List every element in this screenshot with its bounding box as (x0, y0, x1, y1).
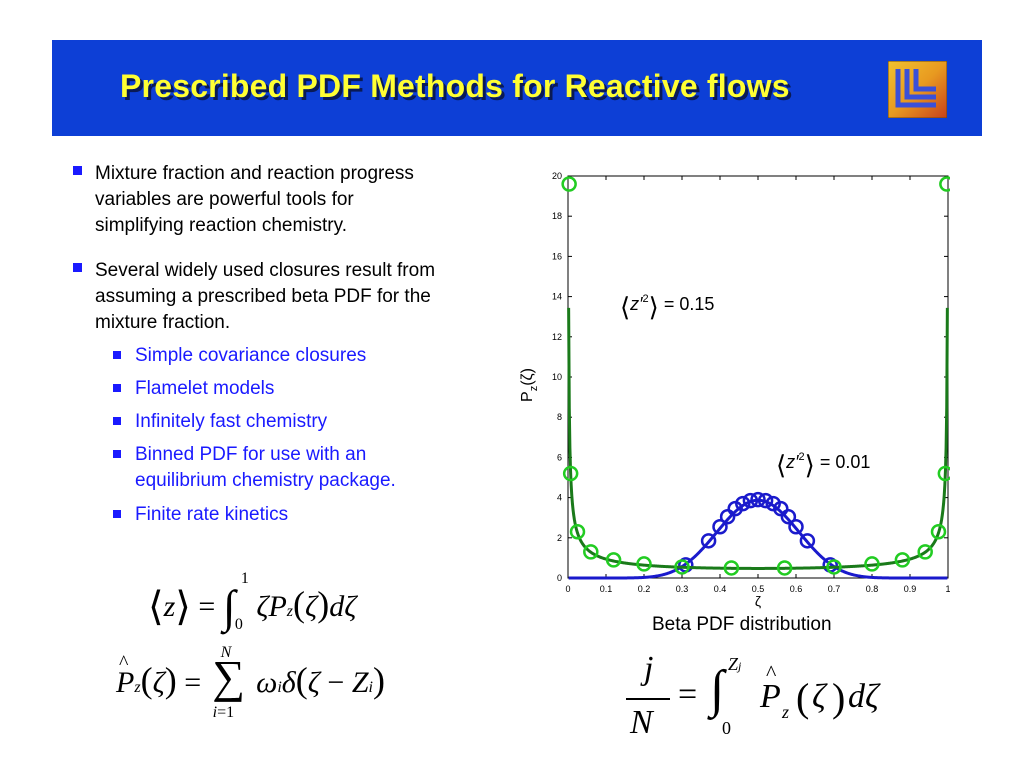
annotation-variance-001: ⟨z′2⟩ = 0.01 (776, 450, 870, 480)
y-tick-label: 6 (557, 452, 562, 462)
x-tick-label: 0.9 (904, 584, 917, 594)
data-point-variance-015 (636, 556, 652, 572)
data-point-variance-015 (562, 465, 579, 482)
data-point-variance-001 (750, 491, 766, 508)
y-tick-label: 0 (557, 573, 562, 583)
equation-mean-mixture-fraction: ⟨z⟩ = ∫ 1 0 ζPz(ζ)dζ (148, 570, 357, 633)
data-point-variance-015 (569, 524, 586, 540)
sub-bullet-flamelet: Flamelet models (113, 376, 274, 402)
bullet-mixture-fraction: Mixture fraction and reaction progress v… (73, 161, 414, 239)
sub-bullet-marker (113, 510, 121, 518)
x-tick-label: 0.7 (828, 584, 841, 594)
y-tick-label: 10 (552, 372, 562, 382)
data-point-variance-015 (561, 176, 577, 192)
series-line-variance-001 (568, 498, 948, 580)
data-point-variance-015 (776, 560, 793, 576)
y-tick-label: 8 (557, 412, 562, 422)
bullet-marker (73, 166, 82, 175)
data-point-variance-015 (723, 560, 740, 576)
data-point-variance-001 (735, 495, 751, 512)
data-point-variance-001 (742, 492, 759, 509)
bullet-beta-pdf-closures: Several widely used closures result from… (73, 258, 435, 336)
annotation-variance-015: ⟨z′2⟩ = 0.15 (620, 292, 714, 322)
data-point-variance-015 (674, 559, 690, 575)
sub-bullet-fast-chemistry: Infinitely fast chemistry (113, 409, 327, 435)
x-tick-label: 0.3 (676, 584, 689, 594)
y-tick-label: 2 (557, 533, 562, 543)
sub-bullet-marker (113, 351, 121, 359)
x-tick-label: 0.4 (714, 584, 727, 594)
sub-bullet-finite-rate: Finite rate kinetics (113, 502, 288, 528)
data-point-variance-015 (937, 465, 950, 482)
data-point-variance-001 (757, 492, 774, 509)
sub-bullet-marker (113, 450, 121, 458)
data-point-variance-001 (712, 518, 728, 535)
data-point-variance-001 (719, 508, 736, 525)
x-axis-label: ζ (755, 593, 761, 609)
chart-caption: Beta PDF distribution (652, 614, 832, 635)
data-point-variance-015 (826, 559, 842, 575)
data-point-variance-015 (864, 556, 880, 572)
data-point-variance-015 (939, 176, 950, 192)
title-banner (52, 40, 982, 136)
x-tick-label: 1 (945, 584, 950, 594)
data-point-variance-001 (788, 518, 804, 535)
x-tick-label: 0 (565, 584, 570, 594)
sub-bullet-covariance: Simple covariance closures (113, 343, 366, 369)
data-point-variance-015 (583, 544, 599, 560)
slide-title: Prescribed PDF Methods for Reactive flow… (120, 68, 790, 104)
sub-bullet-marker (113, 417, 121, 425)
x-tick-label: 0.1 (600, 584, 613, 594)
series-line-variance-015 (567, 307, 949, 570)
data-point-variance-015 (605, 552, 622, 568)
y-tick-label: 18 (552, 211, 562, 221)
data-point-variance-001 (799, 533, 816, 549)
y-tick-label: 4 (557, 493, 562, 503)
y-tick-label: 14 (552, 292, 562, 302)
x-tick-label: 0.5 (752, 584, 765, 594)
plot-frame (567, 175, 949, 579)
llnl-logo-icon (888, 61, 947, 118)
data-point-variance-015 (930, 524, 947, 540)
data-point-variance-015 (917, 544, 933, 560)
x-tick-label: 0.6 (790, 584, 803, 594)
data-point-variance-015 (894, 552, 911, 568)
equation-bin-boundaries: j N = ∫ Zj 0 P ^ z ( ζ ) dζ (624, 650, 924, 754)
beta-pdf-chart: 0 0.1 0.2 0.3 0.4 0.5 0.6 0.7 0.8 0.9 102468101214… (520, 171, 950, 609)
svg-text:⟨z′2⟩ = 0.01: ⟨z′2⟩ = 0.01 (776, 450, 870, 480)
x-tick-label: 0.2 (638, 584, 651, 594)
sub-bullet-binned-pdf: Binned PDF for use with an equilibrium c… (113, 442, 396, 494)
bullet-marker (73, 263, 82, 272)
x-tick-label: 0.8 (866, 584, 879, 594)
svg-text:⟨z′2⟩ = 0.15: ⟨z′2⟩ = 0.15 (620, 292, 714, 322)
y-axis-label: Pz(ζ) (520, 368, 540, 402)
data-point-variance-001 (700, 533, 717, 549)
y-tick-label: 12 (552, 332, 562, 342)
data-point-variance-001 (773, 500, 789, 517)
data-point-variance-001 (780, 508, 797, 525)
y-tick-label: 20 (552, 171, 562, 181)
y-tick-label: 16 (552, 251, 562, 261)
equation-binned-pdf: P ^ z(ζ) = N ∑ i=1 ωiδ(ζ − Zi) (116, 644, 385, 721)
sub-bullet-marker (113, 384, 121, 392)
